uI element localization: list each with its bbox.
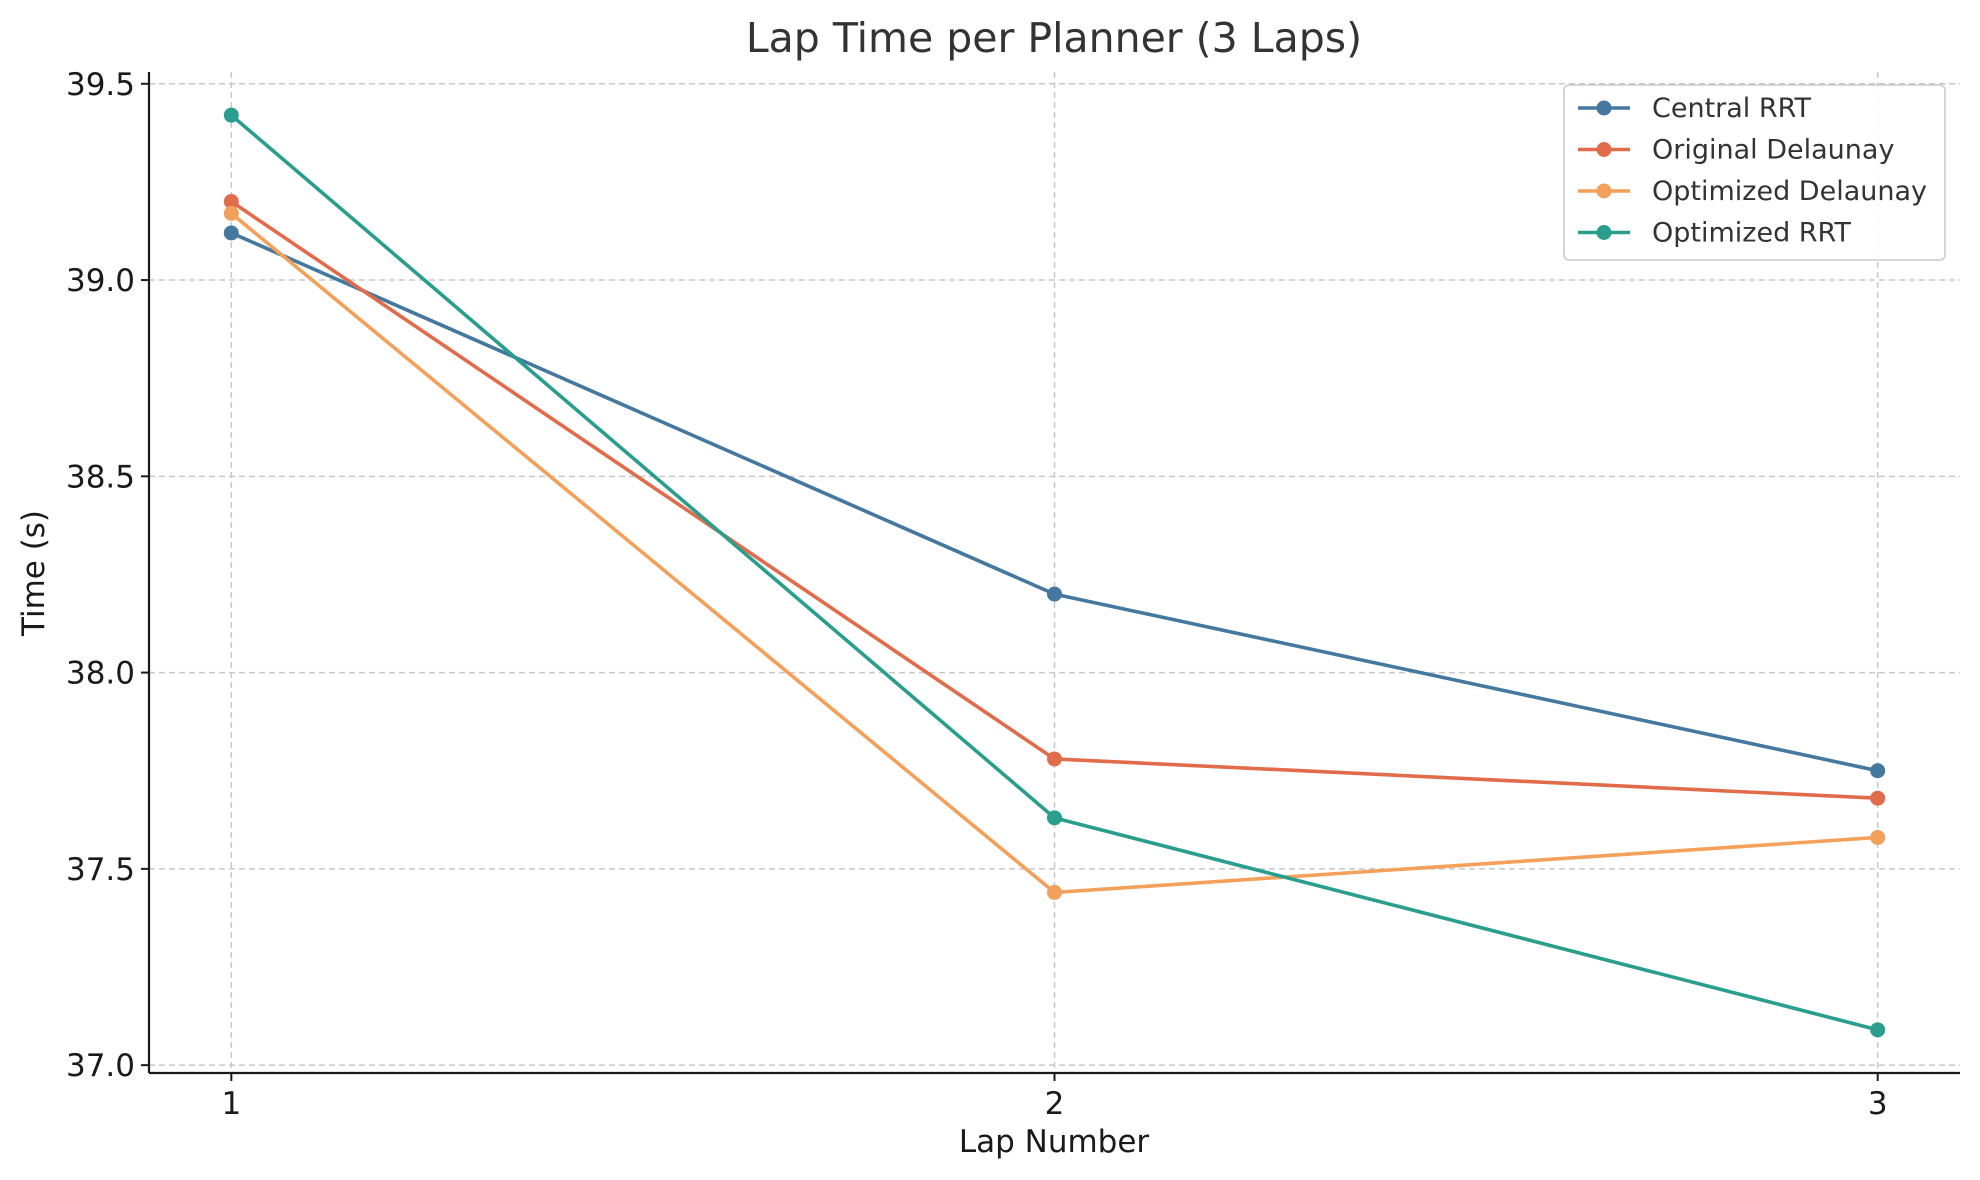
y-tick-label: 38.0 — [66, 656, 135, 692]
legend-label: Original Delaunay — [1652, 135, 1894, 166]
series-layer — [223, 107, 1886, 1038]
legend-marker — [1596, 142, 1612, 157]
y-tick-label: 39.5 — [66, 67, 135, 103]
y-tick-label: 37.5 — [66, 852, 135, 888]
chart-title: Lap Time per Planner (3 Laps) — [746, 14, 1362, 62]
legend-label: Central RRT — [1652, 93, 1811, 124]
y-tick-label: 37.0 — [66, 1048, 135, 1084]
data-point — [1870, 829, 1886, 845]
data-point — [1047, 586, 1062, 602]
legend-entry: Original Delaunay — [1578, 135, 1894, 166]
x-tick-label: 3 — [1868, 1086, 1888, 1122]
y-tick-label: 39.0 — [66, 263, 135, 299]
data-point — [1870, 790, 1886, 806]
series-central-rrt — [223, 225, 1886, 779]
y-axis-label: Time (s) — [16, 510, 52, 637]
data-point — [1870, 763, 1886, 779]
legend-entry: Central RRT — [1578, 93, 1811, 124]
series-optimized-delaunay — [223, 205, 1886, 900]
data-point — [223, 205, 239, 221]
data-point — [1047, 884, 1062, 900]
data-point — [1870, 1022, 1886, 1038]
legend-marker — [1596, 100, 1612, 116]
legend-label: Optimized Delaunay — [1652, 176, 1927, 207]
legend-entry: Optimized Delaunay — [1578, 176, 1927, 207]
series-line — [229, 199, 1880, 801]
data-point — [223, 107, 239, 123]
legend-label: Optimized RRT — [1652, 218, 1851, 249]
legend: Central RRT Original Delaunay Optimized De… — [1563, 84, 1946, 261]
data-point — [223, 225, 239, 241]
data-point — [1047, 751, 1062, 767]
legend-marker — [1596, 225, 1612, 240]
legend-entry: Optimized RRT — [1578, 218, 1851, 249]
data-point — [223, 194, 239, 210]
ticks: 37.0 37.5 38.0 38.5 39.0 39.5 1 2 3 — [66, 67, 1888, 1122]
legend-box — [1563, 84, 1946, 261]
x-tick-label: 1 — [221, 1086, 241, 1122]
y-tick-label: 38.5 — [66, 459, 135, 495]
x-tick-label: 2 — [1045, 1086, 1065, 1122]
legend-marker — [1596, 183, 1612, 199]
x-axis-label: Lap Number — [959, 1124, 1150, 1160]
series-optimized-rrt — [223, 107, 1886, 1038]
grid — [149, 72, 1960, 1073]
data-point — [1047, 810, 1062, 826]
series-original-delaunay — [223, 194, 1886, 806]
